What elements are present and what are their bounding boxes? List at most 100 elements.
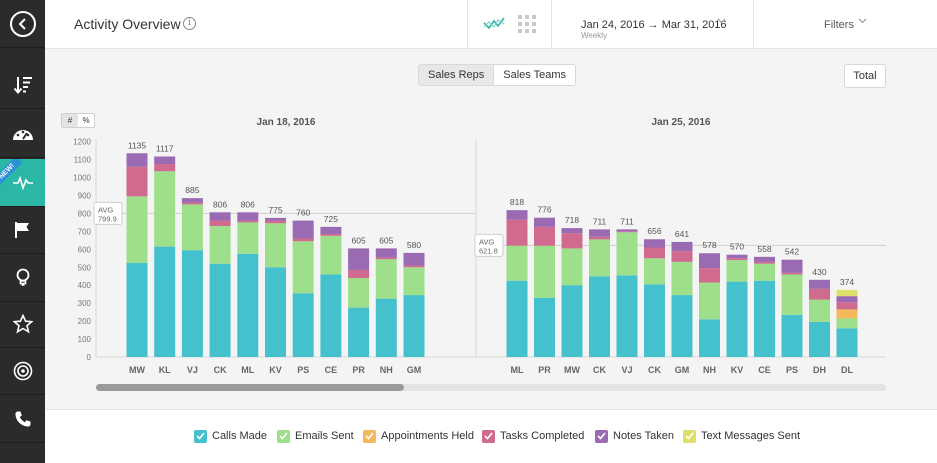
x-tick-label: ML	[241, 365, 254, 375]
bar-segment-tasks	[403, 265, 425, 268]
legend-item-texts[interactable]: Text Messages Sent	[683, 429, 800, 443]
sidebar-item-sort[interactable]	[0, 61, 45, 109]
x-tick-label: PR	[538, 365, 551, 375]
bar-total-label: 605	[352, 235, 366, 245]
bar-segment-tasks	[126, 166, 148, 197]
horizontal-scrollbar[interactable]	[96, 384, 886, 391]
y-tick-label: 300	[78, 299, 92, 308]
checkbox-checked-icon[interactable]	[194, 429, 207, 443]
bar-segment-tasks	[506, 219, 528, 246]
bar-total-label: 570	[730, 242, 744, 252]
bar-segment-emails	[348, 278, 370, 308]
filters-dropdown[interactable]: Filters	[824, 19, 854, 31]
bar-segment-tasks	[616, 231, 638, 233]
x-tick-label: ML	[511, 365, 524, 375]
x-tick-label: VJ	[187, 365, 198, 375]
count-toggle[interactable]: #	[62, 114, 78, 127]
grid-view-icon[interactable]	[517, 14, 537, 34]
sidebar-item-goals[interactable]	[0, 347, 45, 395]
info-icon[interactable]: i	[183, 17, 196, 30]
bar-segment-emails	[403, 267, 425, 296]
checkbox-checked-icon[interactable]	[363, 429, 376, 443]
bar-total-label: 718	[565, 215, 579, 225]
header-divider	[753, 0, 754, 49]
bar-segment-notes	[671, 241, 693, 252]
bar-segment-calls	[726, 281, 748, 357]
x-tick-label: DH	[813, 365, 826, 375]
legend-item-notes[interactable]: Notes Taken	[595, 429, 674, 443]
date-range-picker[interactable]: Jan 24, 2016 → Mar 31, 2016	[581, 19, 727, 31]
checkbox-checked-icon[interactable]	[595, 429, 608, 443]
legend-item-appointments[interactable]: Appointments Held	[363, 429, 474, 443]
bar-total-label: 578	[702, 240, 716, 250]
bar-segment-notes	[403, 252, 425, 266]
bar-total-label: 558	[757, 244, 771, 254]
legend-item-emails[interactable]: Emails Sent	[277, 429, 354, 443]
header-divider	[551, 0, 552, 49]
sidebar-item-activity[interactable]: NEW!	[0, 159, 45, 207]
bar-segment-tasks	[265, 220, 286, 224]
bar-total-label: 776	[537, 205, 551, 215]
bar-segment-notes	[836, 296, 858, 303]
sidebar-item-ideas[interactable]	[0, 254, 45, 302]
x-tick-label: CE	[758, 365, 771, 375]
checkbox-checked-icon[interactable]	[277, 429, 290, 443]
bar-total-label: 775	[268, 205, 282, 215]
sort-icon	[13, 76, 32, 94]
y-tick-label: 100	[78, 335, 92, 344]
page-title: Activity Overview	[74, 16, 181, 32]
bar-segment-tasks	[534, 226, 555, 246]
dashboard-icon	[12, 129, 33, 140]
bar-segment-calls	[644, 284, 665, 357]
line-chart-view-icon[interactable]	[483, 15, 505, 31]
bar-segment-calls	[836, 328, 858, 357]
legend-label: Calls Made	[212, 430, 268, 442]
legend-label: Tasks Completed	[500, 430, 585, 442]
back-button[interactable]	[0, 0, 45, 48]
scrollbar-thumb[interactable]	[96, 384, 405, 391]
bar-segment-tasks	[348, 269, 370, 279]
sales-reps-button[interactable]: Sales Reps	[419, 65, 494, 85]
bar-segment-tasks	[781, 272, 803, 275]
checkbox-checked-icon[interactable]	[683, 429, 696, 443]
sales-teams-button[interactable]: Sales Teams	[494, 65, 576, 85]
bar-total-label: 656	[647, 226, 661, 236]
bar-segment-tasks	[671, 251, 693, 262]
average-value: 621.8	[479, 246, 498, 255]
bar-segment-tasks	[209, 220, 231, 226]
bar-segment-notes	[699, 253, 720, 269]
percent-toggle[interactable]: %	[82, 116, 90, 125]
bar-segment-notes	[126, 153, 148, 167]
sidebar-item-calls[interactable]	[0, 395, 45, 443]
chevron-down-icon[interactable]	[717, 18, 726, 24]
y-tick-label: 700	[78, 227, 92, 236]
group-by-toggle: Sales Reps Sales Teams	[418, 64, 577, 86]
average-label: AVG	[479, 237, 494, 246]
sidebar-item-dashboard[interactable]	[0, 110, 45, 158]
total-button[interactable]: Total	[844, 64, 886, 88]
bar-segment-notes	[154, 156, 176, 165]
lightbulb-icon	[16, 268, 29, 286]
bar-segment-emails	[237, 222, 259, 254]
bar-segment-tasks	[726, 258, 748, 261]
bar-total-label: 374	[840, 277, 854, 287]
legend-item-calls[interactable]: Calls Made	[194, 429, 267, 443]
sidebar-item-flag[interactable]	[0, 206, 45, 254]
chart-legend: Calls Made Emails Sent Appointments Held Ta…	[45, 411, 937, 463]
y-tick-label: 0	[87, 353, 92, 362]
sidebar-item-favorites[interactable]	[0, 300, 45, 348]
count-percent-toggle: # %	[61, 113, 95, 128]
checkbox-checked-icon[interactable]	[482, 429, 495, 443]
chevron-down-icon[interactable]	[858, 18, 867, 24]
bar-segment-calls	[754, 280, 775, 357]
bar-segment-emails	[781, 274, 803, 315]
back-icon	[9, 10, 36, 37]
sidebar-nav: NEW!	[0, 0, 45, 463]
bar-segment-notes	[237, 212, 259, 221]
bar-segment-calls	[809, 321, 830, 357]
bar-segment-tasks	[292, 238, 314, 242]
header-divider	[467, 0, 468, 49]
bar-total-label: 711	[620, 216, 634, 226]
legend-item-tasks[interactable]: Tasks Completed	[482, 429, 584, 443]
x-tick-label: GM	[675, 365, 690, 375]
